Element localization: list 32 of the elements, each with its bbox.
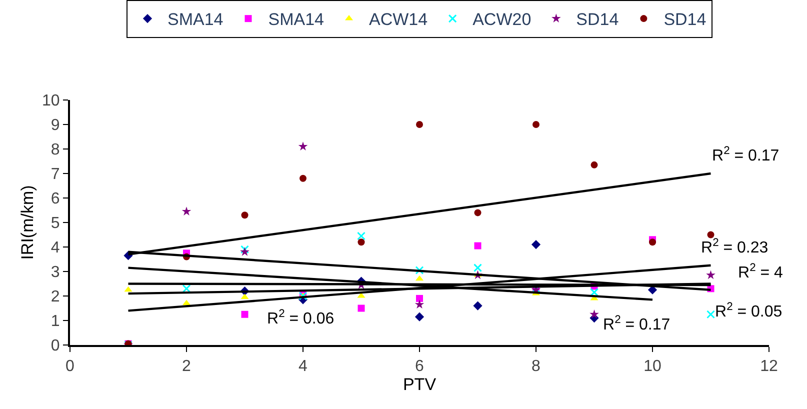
y-tick-label: 8 — [50, 142, 60, 159]
y-tick-label: 1 — [50, 313, 60, 330]
x-tick-label: 4 — [298, 358, 308, 376]
annotation: R$^{2}$ = 4 — [738, 262, 784, 282]
x-tick-label: 6 — [415, 358, 424, 376]
y-tick-label: 3 — [50, 264, 60, 282]
y-tick-label: 4 — [50, 240, 60, 257]
y-tick-label: 10 — [42, 92, 60, 110]
y-tick-label: 6 — [50, 190, 60, 208]
y-tick-label: 9 — [50, 117, 60, 134]
x-tick-label: 12 — [760, 358, 778, 376]
y-tick-label: 0 — [50, 338, 60, 355]
annotation: R$^{2}$ = 0.17 — [603, 314, 670, 334]
x-tick-label: 2 — [182, 358, 192, 376]
y-tick-label: 2 — [50, 288, 60, 306]
annotation: R$^{2}$ = 0.06 — [267, 308, 334, 328]
y-tick-label: 7 — [50, 166, 60, 184]
legend-label: ACW20 — [472, 10, 532, 30]
legend-label: SD14 — [576, 10, 619, 30]
x-tick-label: 0 — [66, 358, 75, 376]
x-axis-title: PTV — [402, 375, 437, 394]
x-tick-label: 10 — [644, 358, 662, 376]
legend-label: ACW14 — [369, 10, 428, 30]
legend-label: SMA14 — [268, 10, 324, 30]
annotation: R$^{2}$ = 0.05 — [715, 301, 782, 321]
legend-label: SMA14 — [168, 10, 224, 30]
x-tick-label: 8 — [532, 358, 541, 376]
annotation: R$^{2}$ = 0.23 — [701, 237, 768, 257]
annotation: R$^{2}$ = 0.17 — [712, 145, 780, 165]
legend-label: SD14 — [664, 10, 706, 30]
y-axis-title: IRI(m/km) — [18, 185, 38, 260]
y-tick-label: 5 — [50, 215, 60, 232]
